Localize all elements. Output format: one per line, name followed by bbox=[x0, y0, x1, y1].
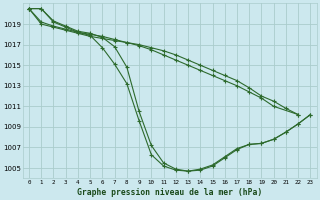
X-axis label: Graphe pression niveau de la mer (hPa): Graphe pression niveau de la mer (hPa) bbox=[77, 188, 262, 197]
